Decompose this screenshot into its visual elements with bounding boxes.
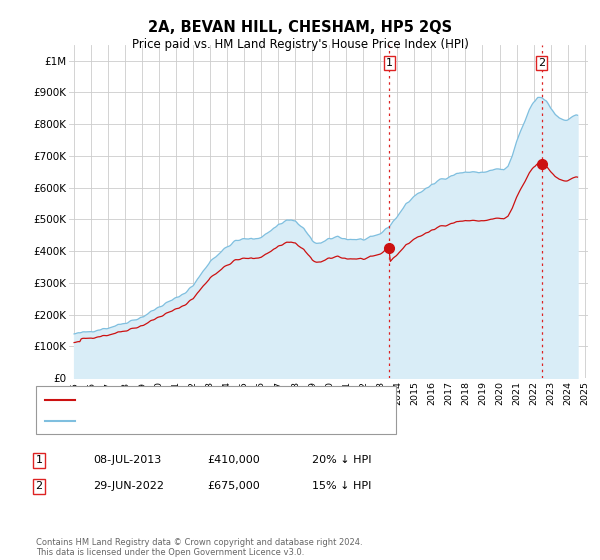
- Text: Price paid vs. HM Land Registry's House Price Index (HPI): Price paid vs. HM Land Registry's House …: [131, 38, 469, 50]
- Text: 2: 2: [538, 58, 545, 68]
- Text: 29-JUN-2022: 29-JUN-2022: [93, 481, 164, 491]
- Text: HPI: Average price, detached house, Buckinghamshire: HPI: Average price, detached house, Buck…: [81, 416, 365, 426]
- Text: 1: 1: [386, 58, 393, 68]
- Text: 1: 1: [35, 455, 43, 465]
- Text: £675,000: £675,000: [207, 481, 260, 491]
- Text: £410,000: £410,000: [207, 455, 260, 465]
- Text: 2A, BEVAN HILL, CHESHAM, HP5 2QS: 2A, BEVAN HILL, CHESHAM, HP5 2QS: [148, 20, 452, 35]
- Text: 15% ↓ HPI: 15% ↓ HPI: [312, 481, 371, 491]
- Text: 2A, BEVAN HILL, CHESHAM, HP5 2QS (detached house): 2A, BEVAN HILL, CHESHAM, HP5 2QS (detach…: [81, 395, 367, 405]
- Text: 2: 2: [35, 481, 43, 491]
- Text: Contains HM Land Registry data © Crown copyright and database right 2024.
This d: Contains HM Land Registry data © Crown c…: [36, 538, 362, 557]
- Text: 08-JUL-2013: 08-JUL-2013: [93, 455, 161, 465]
- Text: 20% ↓ HPI: 20% ↓ HPI: [312, 455, 371, 465]
